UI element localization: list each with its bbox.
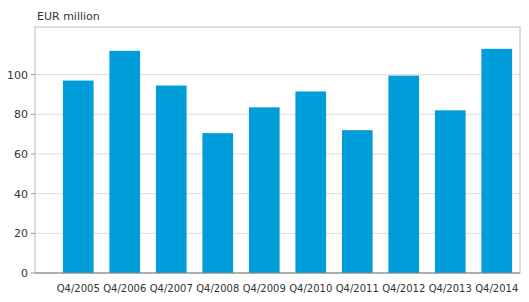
tick-mark xyxy=(31,233,35,234)
bar xyxy=(202,133,233,273)
plot-frame xyxy=(35,27,520,273)
title: EUR million xyxy=(37,10,100,23)
x-tick-label: Q4/2006 xyxy=(103,283,146,294)
y-tick-label: 20 xyxy=(14,227,28,240)
bar xyxy=(63,81,94,273)
y-tick-label: 80 xyxy=(14,108,28,121)
bar xyxy=(388,76,419,273)
bar xyxy=(156,86,187,273)
x-tick-label: Q4/2012 xyxy=(382,283,425,294)
tick-mark xyxy=(31,273,35,274)
tick-mark xyxy=(31,114,35,115)
bar xyxy=(342,130,373,273)
bar xyxy=(435,110,466,273)
tick-mark xyxy=(31,193,35,194)
x-tick-label: Q4/2009 xyxy=(243,283,286,294)
y-tick-label: 40 xyxy=(14,188,28,201)
x-tick-label: Q4/2008 xyxy=(196,283,239,294)
y-tick-label: 100 xyxy=(7,69,28,82)
grid-line xyxy=(35,273,520,274)
x-tick-label: Q4/2005 xyxy=(57,283,100,294)
bar xyxy=(481,49,512,273)
bar xyxy=(109,51,140,273)
x-axis xyxy=(35,273,520,274)
chart: EUR million 0 20 40 60 80 100 Q4/2005Q4/2006 Q4/… xyxy=(0,0,529,302)
y-tick-label: 60 xyxy=(14,148,28,161)
tick-mark xyxy=(31,153,35,154)
x-tick-label: Q4/2010 xyxy=(289,283,332,294)
y-tick-label: 0 xyxy=(21,267,28,280)
bar xyxy=(295,91,326,273)
x-tick-label: Q4/2011 xyxy=(336,283,379,294)
bars xyxy=(63,49,512,273)
x-tick-label: Q4/2007 xyxy=(150,283,193,294)
x-tick-label: Q4/2013 xyxy=(429,283,472,294)
bar xyxy=(249,107,280,273)
tick-mark xyxy=(31,74,35,75)
grid-line xyxy=(35,74,520,75)
x-tick-label: Q4/2014 xyxy=(475,283,518,294)
